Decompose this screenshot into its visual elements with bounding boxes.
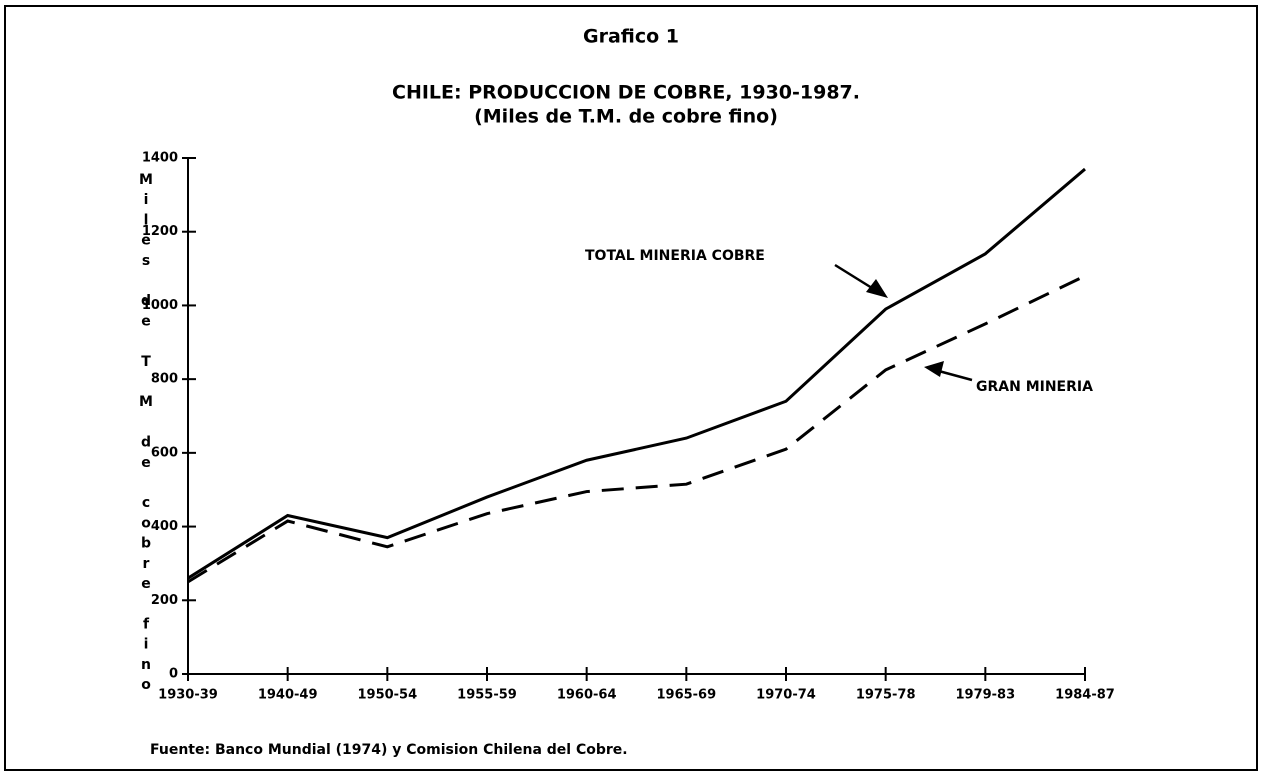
x-tick-label: 1970-74 <box>756 688 816 703</box>
y-tick-label: 1200 <box>142 224 178 239</box>
x-tick-label: 1984-87 <box>1055 688 1115 703</box>
annotation-arrow <box>834 263 973 382</box>
x-tick-label: 1979-83 <box>955 688 1015 703</box>
x-tick-label: 1930-39 <box>158 688 218 703</box>
y-tick-label: 0 <box>169 667 178 682</box>
annotation: GRAN MINERIA <box>976 379 1093 395</box>
frame <box>4 5 1258 771</box>
y-tick-label: 1000 <box>142 298 178 313</box>
x-tick-label: 1940-49 <box>258 688 318 703</box>
chart-title: Grafico 1 <box>583 26 679 48</box>
y-tick-label: 400 <box>151 519 178 534</box>
source-note: Fuente: Banco Mundial (1974) y Comision … <box>150 742 628 758</box>
y-axis-label: Miles de T M de cobre fino <box>138 172 154 697</box>
x-tick-label: 1960-64 <box>557 688 617 703</box>
y-tick-label: 1400 <box>142 151 178 166</box>
chart-subtitle: CHILE: PRODUCCION DE COBRE, 1930-1987. <box>392 82 860 104</box>
x-tick-label: 1955-59 <box>457 688 517 703</box>
annotation: TOTAL MINERIA COBRE <box>585 248 765 264</box>
x-tick-label: 1965-69 <box>656 688 716 703</box>
chart-subtitle: (Miles de T.M. de cobre fino) <box>474 106 778 128</box>
y-tick-label: 200 <box>151 593 178 608</box>
data-line <box>187 274 1086 584</box>
data-line <box>187 167 1086 580</box>
y-tick-label: 600 <box>151 445 178 460</box>
x-tick-label: 1975-78 <box>856 688 916 703</box>
y-tick-label: 800 <box>151 372 178 387</box>
x-tick-label: 1950-54 <box>357 688 417 703</box>
